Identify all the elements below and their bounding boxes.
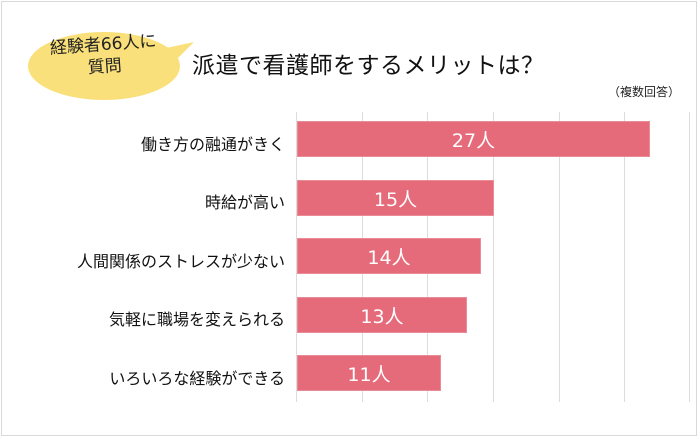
chart-note: （複数回答） [608, 85, 681, 99]
bar: 13人 [297, 297, 467, 333]
category-label: 働き方の融通がきく [140, 135, 285, 154]
chart-title: 派遣で看護師をするメリットは？ [192, 53, 545, 79]
gridline-15 [493, 112, 494, 402]
gridline-0 [296, 112, 297, 402]
category-label: 人間関係のストレスが少ない [76, 252, 285, 271]
bar: 11人 [297, 355, 441, 391]
gridline-25 [624, 112, 625, 402]
speech-bubble-shape [28, 32, 194, 100]
bar: 15人 [297, 180, 494, 216]
bar: 14人 [297, 238, 481, 274]
category-label: 気軽に職場を変えられる [108, 310, 285, 329]
bar: 27人 [297, 121, 650, 157]
category-label: いろいろな経験ができる [109, 369, 285, 388]
gridline-20 [559, 112, 560, 402]
speech-bubble: 経験者66人に 質問 [26, 26, 194, 100]
category-label: 時給が高い [204, 193, 285, 212]
gridline-30 [689, 112, 690, 402]
